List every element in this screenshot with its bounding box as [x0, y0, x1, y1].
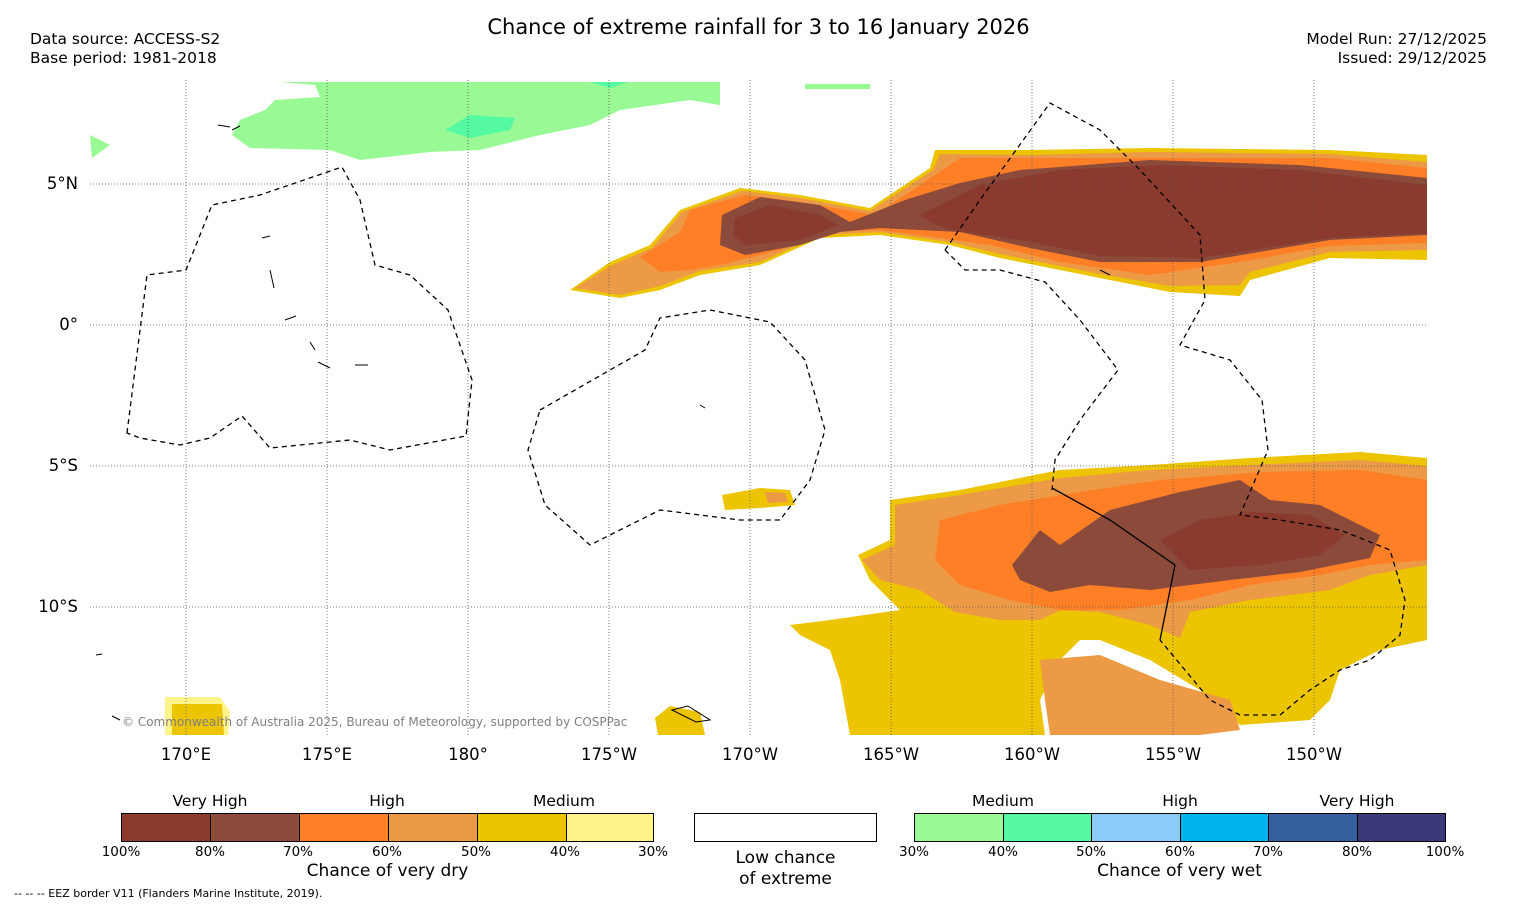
island: [217, 124, 241, 131]
meta-left: Data source: ACCESS-S2 Base period: 1981…: [30, 30, 220, 68]
low-chance-swatch: [694, 813, 877, 842]
lat-label: 10°S: [38, 597, 78, 616]
wet-tick: 70%: [1252, 844, 1283, 860]
low-chance-line2: of extreme: [739, 869, 832, 889]
island: [317, 361, 331, 369]
wet-swatch: [1180, 813, 1269, 842]
dry-tick: 100%: [101, 844, 141, 860]
dry-group-label: High: [369, 792, 405, 810]
wet-swatch: [914, 813, 1004, 842]
wet-region-medium: [90, 135, 110, 158]
dry-legend-title: Chance of very dry: [306, 861, 469, 881]
wet-region-medium: [805, 84, 870, 89]
dry-region-50: [765, 492, 788, 503]
dry-tick: 80%: [194, 844, 225, 860]
issued-date: Issued: 29/12/2025: [1337, 49, 1487, 67]
wet-group-label: Very High: [1319, 792, 1395, 810]
dry-swatch: [388, 813, 478, 842]
meta-right: Model Run: 27/12/2025 Issued: 29/12/2025: [1306, 30, 1487, 68]
dry-region-medium: [935, 698, 975, 730]
dry-region-80: [1160, 512, 1345, 570]
island: [95, 653, 103, 656]
island: [261, 235, 271, 239]
dry-swatch: [121, 813, 211, 842]
copyright-notice: © Commonwealth of Australia 2025, Bureau…: [122, 715, 628, 729]
island: [1099, 269, 1111, 276]
lon-label: 180°: [448, 745, 488, 764]
low-chance-line1: Low chance: [735, 848, 836, 868]
eez-border: [527, 309, 826, 546]
low-chance-label: Low chance of extreme: [694, 848, 877, 890]
lon-label: 170°W: [721, 745, 779, 764]
dry-swatch: [566, 813, 654, 842]
wet-tick: 100%: [1425, 844, 1465, 860]
dry-tick: 70%: [282, 844, 313, 860]
dry-tick: 60%: [371, 844, 402, 860]
dry-group-label: Medium: [533, 792, 595, 810]
eez-border: [126, 166, 473, 451]
wet-group-label: Medium: [972, 792, 1034, 810]
dry-swatch: [299, 813, 389, 842]
island: [309, 341, 316, 351]
wet-group-label: High: [1162, 792, 1198, 810]
lon-label: 170°E: [160, 745, 212, 764]
dry-region-80: [920, 165, 1427, 258]
wet-tick: 50%: [1075, 844, 1106, 860]
island: [111, 715, 121, 721]
eez-border: [944, 249, 1119, 491]
dry-tick: 40%: [549, 844, 580, 860]
island: [269, 269, 275, 289]
lon-label: 160°W: [1003, 745, 1061, 764]
wet-swatch: [1268, 813, 1358, 842]
wet-region-high: [590, 82, 628, 88]
lon-label: 150°W: [1285, 745, 1343, 764]
eez-note: -- -- -- EEZ border V11 (Flanders Marine…: [14, 887, 323, 900]
lon-label: 155°W: [1144, 745, 1202, 764]
lon-label: 175°W: [580, 745, 638, 764]
boundary-line: [1051, 487, 1176, 641]
island: [670, 705, 712, 723]
dry-region-50: [1040, 655, 1240, 735]
wet-legend-title: Chance of very wet: [1097, 861, 1262, 881]
dry-swatch: [210, 813, 300, 842]
dry-region-medium: [655, 706, 705, 735]
lat-label: 5°S: [48, 456, 78, 475]
dry-region-medium: [172, 704, 224, 735]
dry-region-80: [733, 205, 838, 245]
map-title: Chance of extreme rainfall for 3 to 16 J…: [487, 15, 1030, 39]
lon-label: 175°E: [301, 745, 353, 764]
wet-tick: 30%: [898, 844, 929, 860]
dry-tick: 30%: [637, 844, 668, 860]
base-period: Base period: 1981-2018: [30, 49, 217, 67]
island: [699, 404, 706, 409]
wet-region-high: [445, 115, 515, 138]
dry-swatch: [477, 813, 567, 842]
wet-swatch: [1003, 813, 1092, 842]
lat-label: 5°N: [46, 174, 78, 193]
lon-label: 165°W: [862, 745, 920, 764]
wet-swatch: [1357, 813, 1446, 842]
island: [284, 315, 297, 321]
model-run: Model Run: 27/12/2025: [1306, 30, 1487, 48]
lat-label: 0°: [59, 315, 78, 334]
data-source: Data source: ACCESS-S2: [30, 30, 221, 48]
wet-tick: 80%: [1341, 844, 1372, 860]
dry-group-label: Very High: [172, 792, 248, 810]
wet-swatch: [1091, 813, 1181, 842]
dry-tick: 50%: [460, 844, 491, 860]
wet-tick: 60%: [1164, 844, 1195, 860]
wet-tick: 40%: [987, 844, 1018, 860]
